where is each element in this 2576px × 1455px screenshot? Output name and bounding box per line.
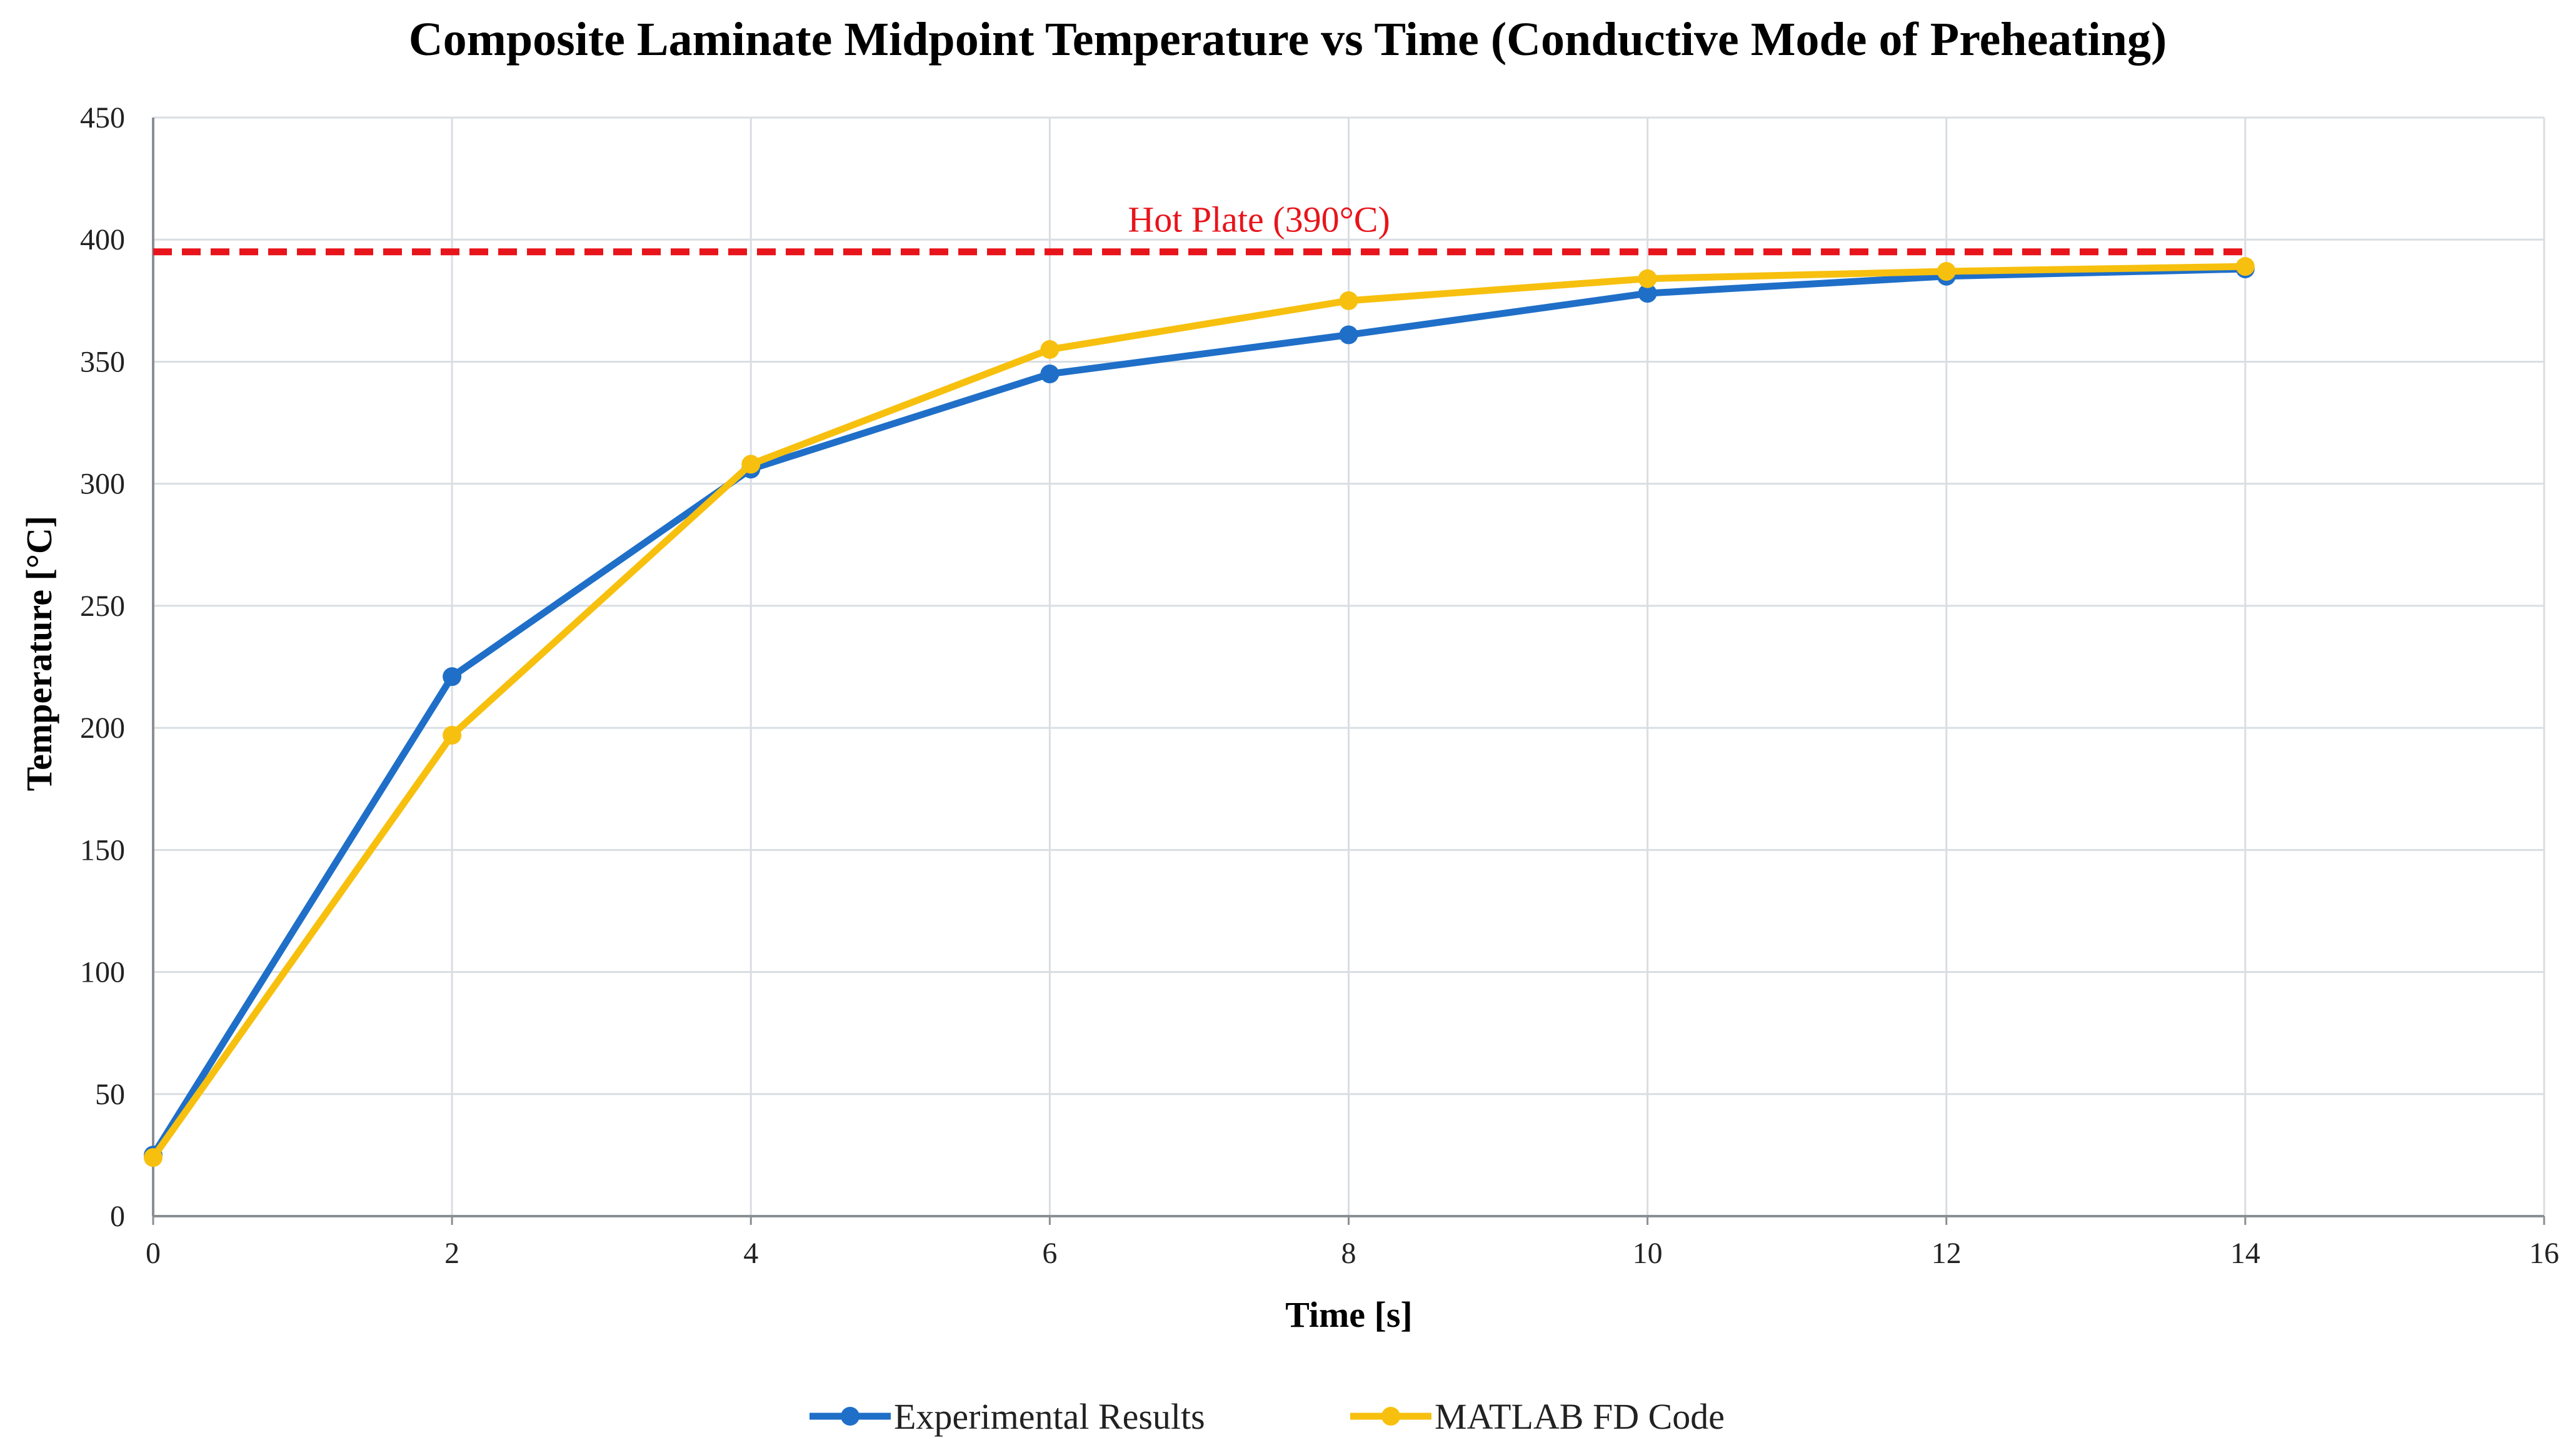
x-axis-title: Time [s]	[1285, 1294, 1413, 1335]
data-point	[144, 1148, 163, 1167]
grid	[153, 116, 2545, 1216]
data-point	[2235, 257, 2255, 276]
legend-label: Experimental Results	[894, 1396, 1205, 1437]
axes	[152, 118, 2545, 1225]
y-tick-label: 400	[80, 223, 125, 256]
data-point	[1638, 269, 1657, 288]
y-tick-label: 450	[80, 101, 125, 134]
series-group	[144, 257, 2255, 1167]
y-axis-title: Temperature [°C]	[19, 516, 59, 791]
x-tick-label: 16	[2529, 1237, 2559, 1270]
x-tick-label: 2	[444, 1237, 459, 1270]
y-tick-label: 200	[80, 712, 125, 745]
x-tick-label: 0	[146, 1237, 161, 1270]
reference-line-group: Hot Plate (390°C)	[153, 199, 2245, 256]
x-tick-label: 6	[1042, 1237, 1057, 1270]
y-tick-label: 100	[80, 956, 125, 989]
hot-plate-label: Hot Plate (390°C)	[1128, 199, 1390, 240]
series-experimental-results	[144, 259, 2255, 1165]
legend-marker	[1381, 1407, 1400, 1426]
data-point	[443, 667, 462, 687]
y-tick-label: 150	[80, 833, 125, 867]
data-point	[1638, 284, 1657, 303]
x-tick-label: 14	[2230, 1237, 2260, 1270]
y-tick-label: 50	[95, 1078, 125, 1111]
chart-title: Composite Laminate Midpoint Temperature …	[409, 13, 2167, 66]
y-tick-labels: 0 50 100 150 200 250 300 350 400 450	[80, 101, 125, 1233]
y-tick-label: 350	[80, 345, 125, 378]
data-point	[1339, 325, 1358, 345]
data-point	[741, 455, 761, 474]
x-tick-label: 8	[1341, 1237, 1356, 1270]
x-tick-label: 10	[1633, 1237, 1663, 1270]
legend-label: MATLAB FD Code	[1435, 1396, 1725, 1437]
y-tick-label: 300	[80, 468, 125, 501]
data-point	[443, 725, 462, 745]
y-tick-label: 250	[80, 590, 125, 623]
y-tick-label: 0	[110, 1200, 125, 1233]
legend-marker	[841, 1407, 860, 1426]
series-line	[149, 263, 2249, 1161]
x-tick-label: 12	[1932, 1237, 1962, 1270]
data-point	[1339, 291, 1358, 310]
x-tick-labels: 0 2 4 6 8 10 12 14 16	[146, 1237, 2559, 1270]
series-matlab-fd-code	[144, 257, 2255, 1167]
x-tick-label: 4	[743, 1237, 758, 1270]
series-line	[149, 265, 2249, 1159]
data-point	[1937, 261, 1956, 281]
data-point	[1040, 364, 1060, 383]
data-point	[1040, 340, 1060, 359]
legend: Experimental Results MATLAB FD Code	[809, 1396, 1725, 1437]
